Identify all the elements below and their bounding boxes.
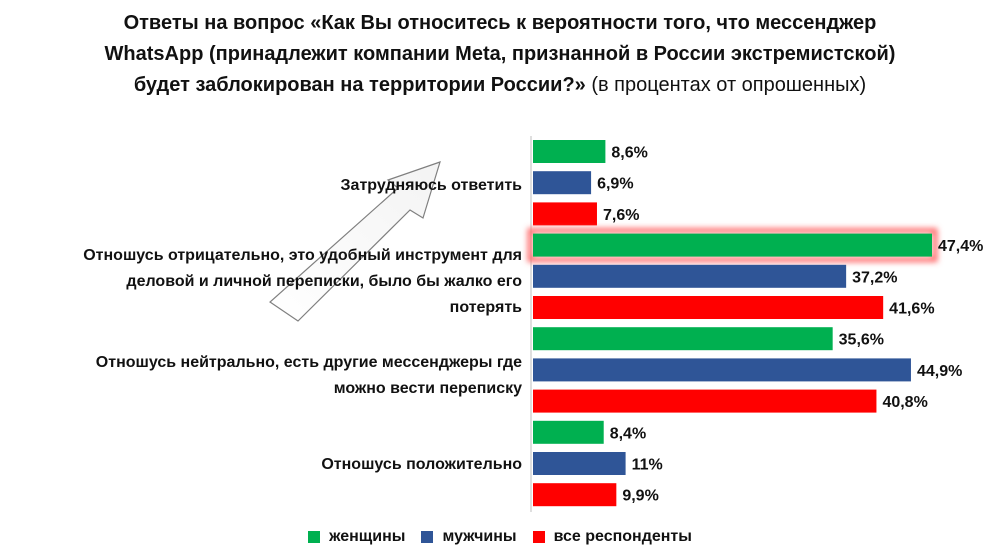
data-label-negative-women: 47,4%: [938, 238, 983, 255]
bar-chart: 8,6% 6,9% 7,6% 47,4% 37,2% 41,6% 35,6% 44,9% 40,…: [269, 136, 983, 512]
bar-positive-men: [533, 452, 626, 475]
legend-item-men: мужчины: [421, 528, 517, 546]
chart-title-main: Ответы на вопрос «Как Вы относитесь к ве…: [104, 12, 896, 96]
bar-negative-women: [533, 233, 932, 257]
bar-difficult-all: [533, 202, 597, 226]
bar-difficult-men: [533, 171, 592, 195]
chart-title: Ответы на вопрос «Как Вы относитесь к ве…: [90, 8, 910, 101]
data-label-positive-all: 9,9%: [622, 488, 658, 505]
data-label-difficult-women: 8,6%: [611, 145, 647, 162]
legend-label-all: все респонденты: [553, 528, 692, 545]
bar-neutral-men: [533, 358, 911, 382]
arrow-annotation: [269, 161, 441, 322]
legend-item-women: женщины: [308, 528, 405, 546]
bar-positive-women: [533, 420, 604, 444]
data-label-difficult-men: 6,9%: [597, 176, 633, 193]
legend-swatch-men: [421, 531, 434, 543]
legend-item-all: все респонденты: [532, 528, 692, 546]
category-label-difficult: Затрудняюсь ответить: [340, 177, 522, 194]
legend-swatch-all: [532, 531, 545, 543]
bar-difficult-women: [533, 140, 606, 163]
bar-negative-men: [533, 264, 847, 288]
category-label-negative: Отношусь отрицательно, это удобный инстр…: [83, 247, 522, 316]
chart-title-units: (в процентах от опрошенных): [585, 74, 867, 96]
data-label-negative-all: 41,6%: [889, 301, 934, 318]
data-label-neutral-all: 40,8%: [882, 394, 927, 411]
data-label-negative-men: 37,2%: [852, 269, 897, 286]
category-label-positive: Отношусь положительно: [321, 456, 522, 473]
data-label-difficult-all: 7,6%: [603, 207, 639, 224]
bar-positive-all: [533, 483, 617, 507]
legend-label-men: мужчины: [442, 528, 517, 545]
legend-label-women: женщины: [329, 528, 406, 545]
bar-neutral-all: [533, 389, 877, 413]
data-label-positive-women: 8,4%: [610, 425, 646, 442]
category-label-neutral: Отношусь нейтрально, есть другие мессенд…: [95, 354, 522, 397]
bar-neutral-women: [533, 327, 833, 351]
legend-swatch-women: [308, 531, 321, 543]
data-label-neutral-men: 44,9%: [917, 363, 962, 380]
bar-highlight-glow: [527, 228, 938, 263]
bar-negative-all: [533, 296, 884, 319]
legend: женщины мужчины все респонденты: [0, 522, 1000, 552]
data-label-neutral-women: 35,6%: [839, 332, 884, 349]
data-label-positive-men: 11%: [632, 457, 663, 474]
